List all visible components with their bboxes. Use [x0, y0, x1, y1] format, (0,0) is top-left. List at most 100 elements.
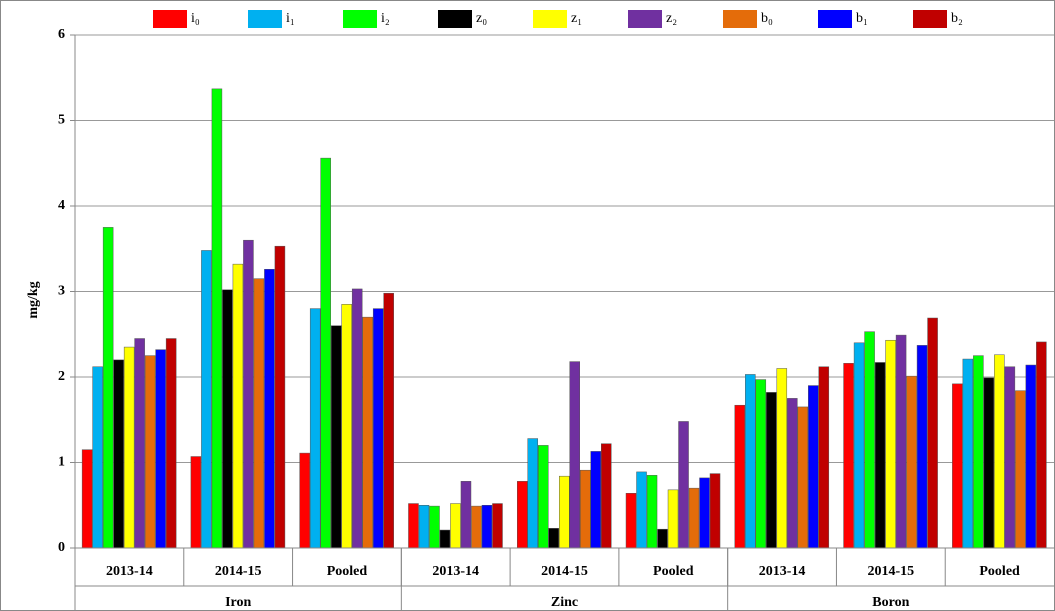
bar — [383, 292, 394, 549]
x-tick-label: 2013-14 — [432, 564, 479, 579]
group-label: Boron — [872, 595, 909, 610]
bar — [264, 269, 275, 549]
bar — [895, 334, 907, 549]
legend-swatch — [818, 10, 852, 28]
bar — [481, 505, 493, 549]
y-tick-label: 4 — [58, 198, 65, 213]
bar — [92, 366, 103, 549]
bar — [1025, 364, 1037, 549]
bar — [450, 503, 461, 549]
bar — [874, 362, 886, 549]
legend-swatch — [533, 10, 567, 28]
bar — [916, 345, 928, 549]
legend-label: i₁ — [286, 11, 295, 26]
bar — [113, 359, 124, 549]
y-tick-label: 6 — [58, 27, 65, 42]
x-tick-label: Pooled — [327, 564, 368, 579]
bar — [994, 354, 1005, 549]
bar — [983, 377, 995, 549]
x-tick-label: 2014-15 — [541, 564, 588, 579]
bar — [102, 227, 114, 549]
bar — [636, 471, 647, 549]
x-tick-label: 2014-15 — [867, 564, 914, 579]
bar — [601, 443, 612, 549]
bar — [559, 475, 570, 549]
bar — [808, 385, 819, 549]
legend-label: z₀ — [476, 11, 487, 26]
legend-label: i₂ — [381, 11, 390, 26]
bar — [123, 346, 135, 549]
x-tick-label: Pooled — [979, 564, 1020, 579]
bar — [766, 392, 777, 549]
x-tick-label: 2013-14 — [106, 564, 153, 579]
bar — [864, 331, 875, 549]
bar — [372, 308, 384, 549]
legend-label: i₀ — [191, 11, 200, 26]
bar — [341, 304, 352, 549]
bar — [973, 355, 984, 549]
bar — [243, 239, 254, 549]
bar — [1036, 341, 1047, 549]
bar — [351, 288, 363, 549]
bar — [211, 88, 223, 549]
bar — [625, 493, 637, 549]
bar — [678, 421, 689, 549]
legend-label: z₂ — [666, 11, 677, 26]
legend-swatch — [628, 10, 662, 28]
bar — [232, 263, 244, 549]
bar — [1015, 390, 1026, 549]
y-tick-label: 3 — [58, 284, 65, 299]
bar — [657, 528, 668, 549]
bar — [309, 308, 321, 549]
bar — [755, 379, 767, 549]
bar — [144, 355, 156, 549]
bar — [439, 529, 451, 549]
bar — [517, 481, 528, 549]
bar — [906, 375, 917, 549]
bar — [1004, 366, 1016, 549]
x-tick-label: 2013-14 — [759, 564, 806, 579]
y-tick-label: 5 — [58, 113, 65, 128]
legend-label: b₀ — [761, 11, 773, 26]
legend-swatch — [153, 10, 187, 28]
y-tick-label: 2 — [58, 369, 65, 384]
bar — [688, 487, 700, 549]
bar — [818, 366, 830, 549]
bar — [569, 361, 580, 549]
legend-label: b₂ — [951, 11, 963, 26]
bar — [885, 339, 896, 549]
bar — [667, 489, 679, 549]
bar — [927, 317, 938, 549]
bar — [274, 245, 286, 549]
bar — [952, 383, 963, 549]
legend-swatch — [913, 10, 947, 28]
y-axis-label: mg/kg — [26, 281, 41, 318]
bar — [646, 475, 658, 549]
legend-label: b₁ — [856, 11, 868, 26]
legend-swatch — [343, 10, 377, 28]
legend-swatch — [248, 10, 282, 28]
bar — [222, 289, 233, 549]
bar — [843, 363, 854, 549]
bar — [460, 481, 472, 549]
legend-label: z₁ — [571, 11, 582, 26]
bar — [155, 349, 166, 549]
bar — [745, 374, 756, 549]
bar — [299, 452, 310, 549]
bar — [962, 358, 974, 549]
bar — [787, 398, 798, 549]
bar — [776, 368, 788, 549]
bar — [797, 406, 809, 549]
x-tick-label: Pooled — [653, 564, 694, 579]
bar — [527, 438, 538, 549]
bar — [709, 473, 721, 549]
bar — [853, 342, 865, 549]
bar — [580, 469, 591, 549]
bar — [538, 445, 549, 549]
bar — [320, 157, 331, 549]
bar — [471, 505, 482, 549]
bar — [190, 456, 202, 549]
bar — [253, 278, 265, 549]
bar — [699, 477, 710, 549]
